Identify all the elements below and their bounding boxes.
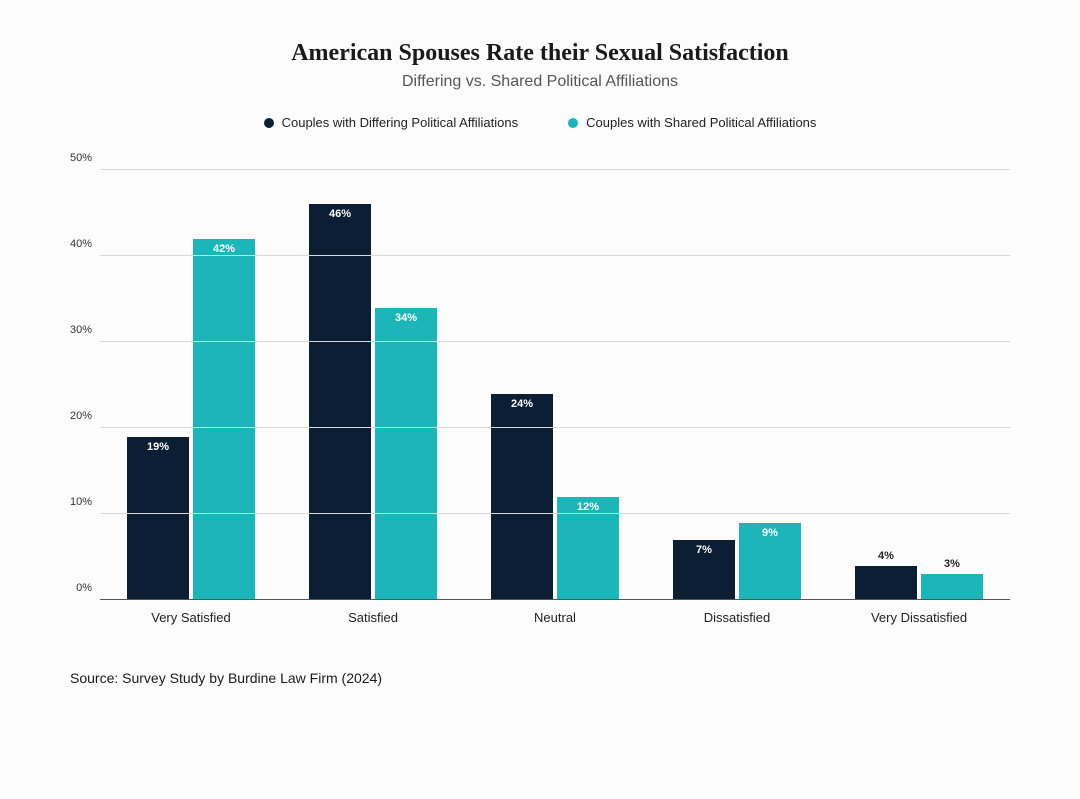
gridline bbox=[100, 169, 1010, 170]
bar-value-label: 12% bbox=[577, 501, 599, 513]
gridline bbox=[100, 255, 1010, 256]
y-tick-label: 40% bbox=[70, 238, 92, 250]
bar-value-label: 4% bbox=[878, 550, 894, 562]
x-axis: Very SatisfiedSatisfiedNeutralDissatisfi… bbox=[100, 600, 1010, 630]
bar-group: 4%3% bbox=[828, 170, 1010, 600]
bar-group: 19% 42% bbox=[100, 170, 282, 600]
legend-swatch-series2 bbox=[568, 118, 578, 128]
bar-groups: 19%42%46%34%24%12%7%9%4%3% bbox=[100, 170, 1010, 600]
bar-series1: 46% bbox=[309, 204, 371, 600]
x-tick-label: Satisfied bbox=[282, 600, 464, 630]
legend-item-series2: Couples with Shared Political Affiliatio… bbox=[568, 115, 816, 130]
y-tick-label: 20% bbox=[70, 410, 92, 422]
legend-label-series1: Couples with Differing Political Affilia… bbox=[282, 115, 519, 130]
bar-value-label: 19% bbox=[147, 441, 169, 453]
bar-series2: 3% bbox=[921, 574, 983, 600]
bar-series1: 24% bbox=[491, 394, 553, 600]
bar-group: 7% 9% bbox=[646, 170, 828, 600]
bar-value-label: 3% bbox=[944, 558, 960, 570]
y-tick-label: 0% bbox=[76, 582, 92, 594]
bar-pair: 46% 34% bbox=[282, 170, 464, 600]
y-tick-label: 30% bbox=[70, 324, 92, 336]
plot: 19%42%46%34%24%12%7%9%4%3% 0%10%20%30%40… bbox=[100, 170, 1010, 600]
gridline bbox=[100, 341, 1010, 342]
chart-subtitle: Differing vs. Shared Political Affiliati… bbox=[60, 73, 1020, 91]
y-tick-label: 50% bbox=[70, 152, 92, 164]
legend-label-series2: Couples with Shared Political Affiliatio… bbox=[586, 115, 816, 130]
bar-value-label: 7% bbox=[696, 544, 712, 556]
bar-value-label: 34% bbox=[395, 312, 417, 324]
gridline bbox=[100, 427, 1010, 428]
legend-swatch-series1 bbox=[264, 118, 274, 128]
bar-pair: 24% 12% bbox=[464, 170, 646, 600]
chart-area: 19%42%46%34%24%12%7%9%4%3% 0%10%20%30%40… bbox=[100, 170, 1010, 630]
legend-item-series1: Couples with Differing Political Affilia… bbox=[264, 115, 519, 130]
bar-group: 24% 12% bbox=[464, 170, 646, 600]
bar-value-label: 24% bbox=[511, 398, 533, 410]
bar-series1: 7% bbox=[673, 540, 735, 600]
x-tick-label: Dissatisfied bbox=[646, 600, 828, 630]
bar-value-label: 42% bbox=[213, 243, 235, 255]
source-text: Source: Survey Study by Burdine Law Firm… bbox=[70, 670, 1020, 686]
bar-group: 46% 34% bbox=[282, 170, 464, 600]
gridline bbox=[100, 513, 1010, 514]
bar-pair: 7% 9% bbox=[646, 170, 828, 600]
bar-series2: 9% bbox=[739, 523, 801, 600]
bar-value-label: 9% bbox=[762, 527, 778, 539]
bar-series2: 34% bbox=[375, 308, 437, 600]
bar-series1: 19% bbox=[127, 437, 189, 600]
bar-value-label: 46% bbox=[329, 208, 351, 220]
bar-series1: 4% bbox=[855, 566, 917, 600]
chart-title: American Spouses Rate their Sexual Satis… bbox=[60, 40, 1020, 67]
bar-pair: 4%3% bbox=[828, 170, 1010, 600]
y-tick-label: 10% bbox=[70, 496, 92, 508]
bar-pair: 19% 42% bbox=[100, 170, 282, 600]
x-tick-label: Very Satisfied bbox=[100, 600, 282, 630]
bar-series2: 42% bbox=[193, 239, 255, 600]
x-tick-label: Neutral bbox=[464, 600, 646, 630]
legend: Couples with Differing Political Affilia… bbox=[60, 115, 1020, 130]
x-tick-label: Very Dissatisfied bbox=[828, 600, 1010, 630]
